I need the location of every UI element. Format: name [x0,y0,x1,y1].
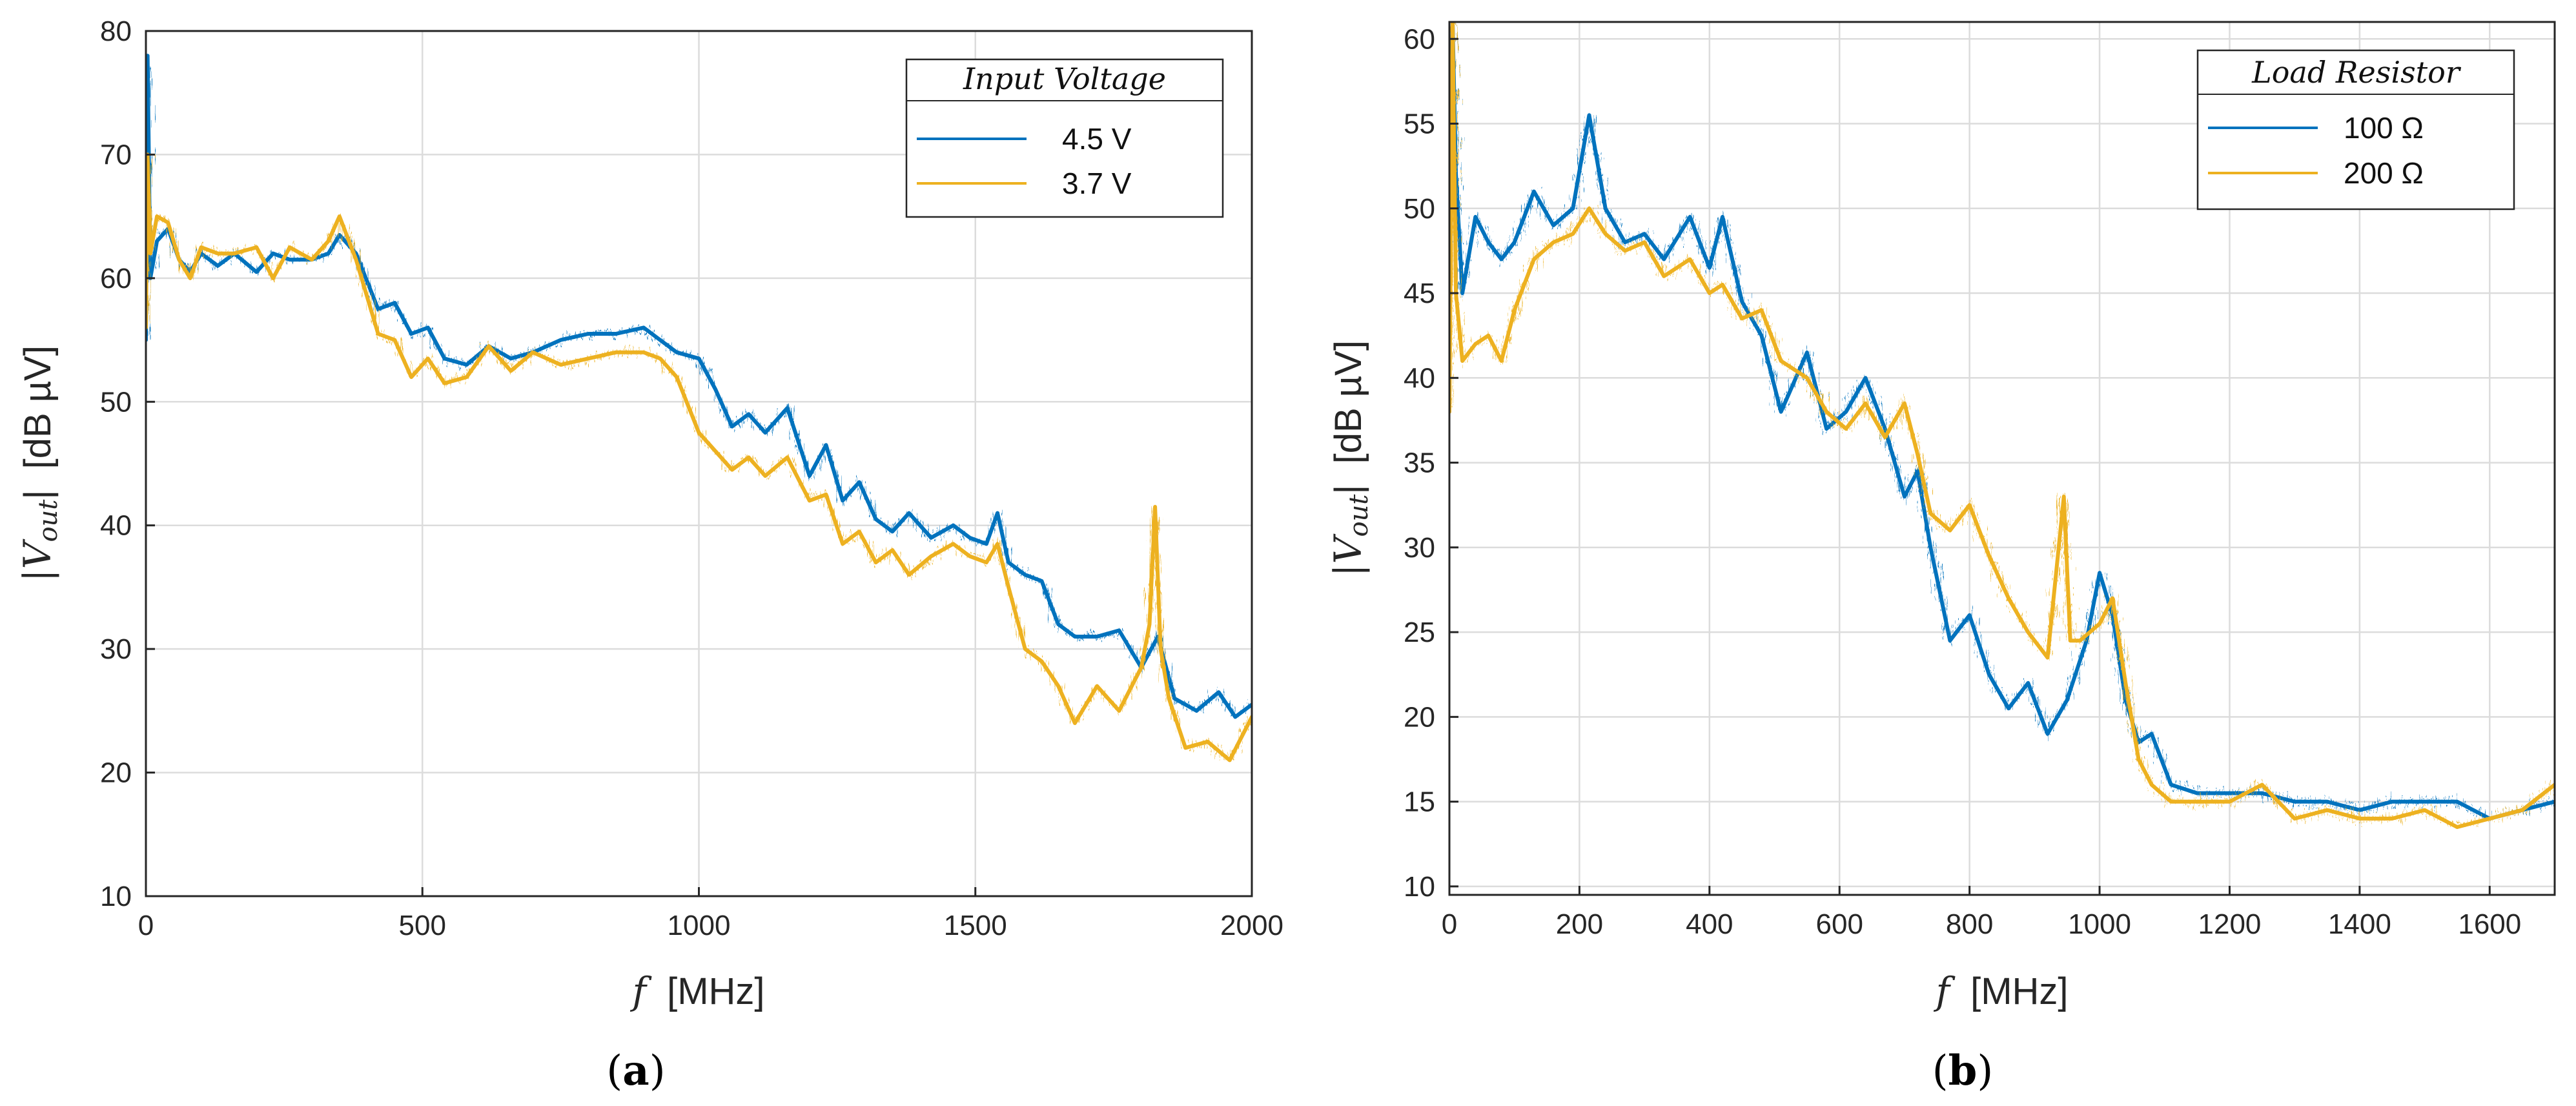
panel-b-caption-letter: b [1948,1047,1978,1095]
panel-b-xlabel: f [MHz] [1933,969,2068,1013]
panel-b-ytick-label-2: 20 [1404,701,1435,733]
panel-b-ytick-label-1: 15 [1404,786,1435,818]
panel-a-ylabel-unit: [dB µV] [17,345,59,469]
panel-b: 0 200 400 600 800 1000 1200 1400 1600 10 15 20 25 30 3… [1326,21,2556,1095]
panel-a-xlabel-unit: [MHz] [667,970,764,1012]
panel-a-legend-label-2: 3.7 V [1062,167,1132,200]
panel-a-ytick-label-7: 80 [100,15,132,47]
panel-a-ytick-label-3: 40 [100,510,132,542]
panel-b-xtick-label-7: 1400 [2328,908,2391,940]
panel-b-series [1449,22,2555,829]
panel-a-caption-letter: a [622,1047,649,1095]
panel-b-ylabel-close: | [1327,485,1369,495]
panel-b-legend-title: Load Resistor [2251,55,2462,90]
panel-a-xtick-label-3: 1500 [944,910,1007,941]
panel-b-legend-label-2: 200 Ω [2344,156,2424,190]
panel-b-xtick-label-1: 200 [1556,908,1603,940]
panel-a-ylabel-var: |V [15,538,59,582]
panel-b-caption: (b) [1932,1047,1994,1095]
panel-a-xtick-label-0: 0 [138,910,154,941]
panel-b-ytick-label-8: 50 [1404,193,1435,225]
panel-b-ylabel-var: |V [1326,533,1370,577]
panel-a-ytick-label-2: 30 [100,633,132,665]
panel-a-ytick-label-4: 50 [100,386,132,418]
panel-a-legend: Input Voltage 4.5 V 3.7 V [905,58,1224,218]
panel-a-xlabel-var: f [629,969,652,1013]
panel-b-ytick-label-4: 30 [1404,532,1435,564]
panel-b-xtick-label-4: 800 [1946,908,1993,940]
panel-b-ytick-label-7: 45 [1404,278,1435,309]
panel-a-ytick-label-6: 70 [100,139,132,170]
panel-b-legend-box [2196,49,2515,210]
panel-a-ticks: 0 500 1000 1500 2000 10 20 30 40 50 60 70 80 [100,15,1283,941]
panel-b-xtick-label-6: 1200 [2198,908,2262,940]
panel-b-xtick-label-8: 1600 [2458,908,2521,940]
panel-b-ylabel: |Vout| [dB µV] [1326,340,1374,577]
panel-b-xlabel-var: f [1933,969,1956,1013]
panel-b-ylabel-unit: [dB µV] [1327,340,1369,464]
panel-b-ytick-label-6: 40 [1404,362,1435,394]
panel-a-ylabel-sub: out [34,499,63,542]
panel-b-series-2-line [1449,22,2555,829]
panel-b-ticks: 0 200 400 600 800 1000 1200 1400 1600 10 15 20 25 30 3… [1404,23,2521,940]
panel-b-xtick-label-5: 1000 [2068,908,2131,940]
panel-b-ytick-label-0: 10 [1404,871,1435,903]
panel-b-ylabel-sub: out [1344,494,1374,537]
panel-b-ytick-label-10: 60 [1404,23,1435,55]
panel-a-ytick-label-5: 60 [100,263,132,294]
panel-a: 0 500 1000 1500 2000 10 20 30 40 50 60 70 80 f [MHz]… [15,15,1283,1095]
panel-a-xtick-label-2: 1000 [668,910,731,941]
panel-b-ytick-label-9: 55 [1404,108,1435,140]
panel-a-legend-label-1: 4.5 V [1062,122,1132,156]
panel-b-ytick-label-3: 25 [1404,617,1435,648]
panel-a-ytick-label-0: 10 [100,881,132,912]
panel-b-legend: Load Resistor 100 Ω 200 Ω [2196,49,2515,210]
panel-b-series-1-line [1449,22,2555,821]
panel-a-xtick-label-1: 500 [399,910,446,941]
panel-a-xlabel: f [MHz] [629,969,764,1013]
panel-a-caption: (a) [606,1047,665,1095]
panel-b-legend-label-1: 100 Ω [2344,111,2424,145]
panel-b-axes-frame [1448,21,2556,896]
panel-b-xtick-label-2: 400 [1686,908,1733,940]
panel-b-xlabel-unit: [MHz] [1970,970,2068,1012]
panel-a-series [146,54,1252,763]
panel-a-xtick-label-4: 2000 [1220,910,1283,941]
panel-b-xtick-label-0: 0 [1442,908,1457,940]
panel-b-xtick-label-3: 600 [1816,908,1863,940]
panel-a-legend-title: Input Voltage [963,61,1166,96]
panel-b-ytick-label-5: 35 [1404,447,1435,479]
panel-a-ytick-label-1: 20 [100,757,132,789]
panel-a-series-2-line [146,152,1252,763]
panel-a-ylabel-close: | [17,490,59,500]
panel-a-ylabel: |Vout| [dB µV] [15,345,63,582]
